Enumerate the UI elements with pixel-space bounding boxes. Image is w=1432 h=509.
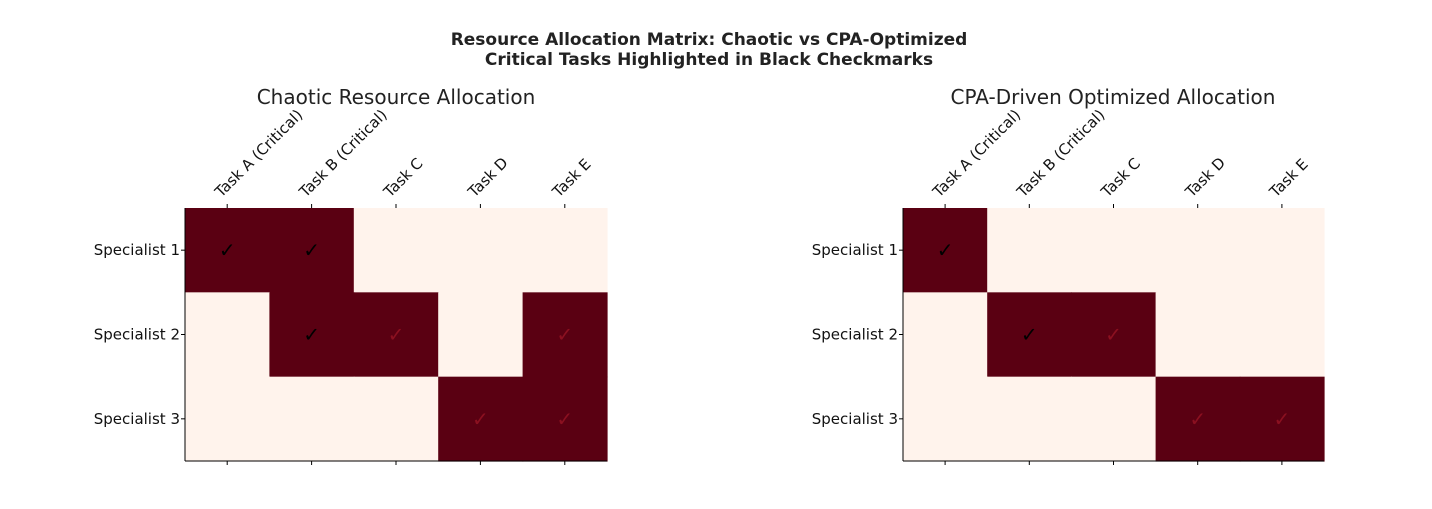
heatmap-cell xyxy=(438,376,524,462)
y-tick-label: Specialist 2 xyxy=(812,326,898,344)
panel-title: Chaotic Resource Allocation xyxy=(257,85,536,109)
noncritical-checkmark: ✓ xyxy=(388,323,405,347)
heatmap-cell xyxy=(1239,292,1325,378)
heatmap-cell xyxy=(353,292,439,378)
heatmap-cell xyxy=(903,292,988,378)
y-tick-label: Specialist 1 xyxy=(94,241,180,259)
x-tick-label: Task A (Critical) xyxy=(211,106,307,202)
x-tick-label: Task B (Critical) xyxy=(1013,106,1109,202)
chaotic-allocation-heatmap: Chaotic Resource Allocation Task A (Crit… xyxy=(94,85,608,465)
x-tick-label: Task D xyxy=(1181,154,1229,202)
x-tick-label: Task C xyxy=(379,154,426,201)
x-tick-label: Task D xyxy=(464,154,512,202)
critical-checkmark: ✓ xyxy=(1021,323,1038,347)
heatmap-cell xyxy=(903,376,988,462)
y-tick-label: Specialist 3 xyxy=(812,410,898,428)
heatmap-cell xyxy=(1071,208,1157,293)
heatmap-cell xyxy=(438,208,524,293)
heatmap-cell xyxy=(1239,376,1325,462)
noncritical-checkmark: ✓ xyxy=(1189,407,1206,431)
heatmap-cell xyxy=(1155,208,1241,293)
noncritical-checkmark: ✓ xyxy=(1274,407,1291,431)
heatmap-cell xyxy=(353,376,439,462)
heatmap-cell xyxy=(987,208,1072,293)
heatmap-cell xyxy=(185,376,270,462)
critical-checkmark: ✓ xyxy=(303,238,320,262)
heatmap-cell xyxy=(269,292,355,378)
critical-checkmark: ✓ xyxy=(937,238,954,262)
heatmap-cell xyxy=(522,376,608,462)
noncritical-checkmark: ✓ xyxy=(1105,323,1122,347)
critical-checkmark: ✓ xyxy=(303,323,320,347)
heatmap-cell xyxy=(522,208,608,293)
noncritical-checkmark: ✓ xyxy=(472,407,489,431)
x-tick-label: Task C xyxy=(1097,154,1144,201)
heatmap-cell xyxy=(1155,292,1241,378)
noncritical-checkmark: ✓ xyxy=(556,323,573,347)
heatmap-cell xyxy=(185,292,270,378)
x-tick-label: Task B (Critical) xyxy=(295,106,391,202)
x-tick-label: Task E xyxy=(548,155,594,201)
x-tick-label: Task E xyxy=(1265,155,1311,201)
heatmap-cell xyxy=(1071,376,1157,462)
heatmap-cell xyxy=(353,208,439,293)
heatmap-cell xyxy=(1071,292,1157,378)
chart-title-line-1: Resource Allocation Matrix: Chaotic vs C… xyxy=(451,30,968,50)
heatmap-cell xyxy=(987,292,1072,378)
heatmap-cell xyxy=(987,376,1072,462)
heatmap-cell xyxy=(903,208,988,293)
optimized-allocation-heatmap: CPA-Driven Optimized Allocation Task A (… xyxy=(812,85,1325,465)
chart-title-line-2: Critical Tasks Highlighted in Black Chec… xyxy=(485,50,933,70)
heatmap-cell xyxy=(269,208,355,293)
heatmap-cell xyxy=(185,208,270,293)
panel-title: CPA-Driven Optimized Allocation xyxy=(951,85,1276,109)
heatmap-cell xyxy=(1239,208,1325,293)
heatmap-cell xyxy=(269,376,355,462)
x-tick-label: Task A (Critical) xyxy=(928,106,1024,202)
heatmap-cell xyxy=(438,292,524,378)
critical-checkmark: ✓ xyxy=(219,238,236,262)
heatmap-cell xyxy=(1155,376,1241,462)
y-tick-label: Specialist 3 xyxy=(94,410,180,428)
y-tick-label: Specialist 2 xyxy=(94,326,180,344)
heatmap-cell xyxy=(522,292,608,378)
y-tick-label: Specialist 1 xyxy=(812,241,898,259)
noncritical-checkmark: ✓ xyxy=(556,407,573,431)
